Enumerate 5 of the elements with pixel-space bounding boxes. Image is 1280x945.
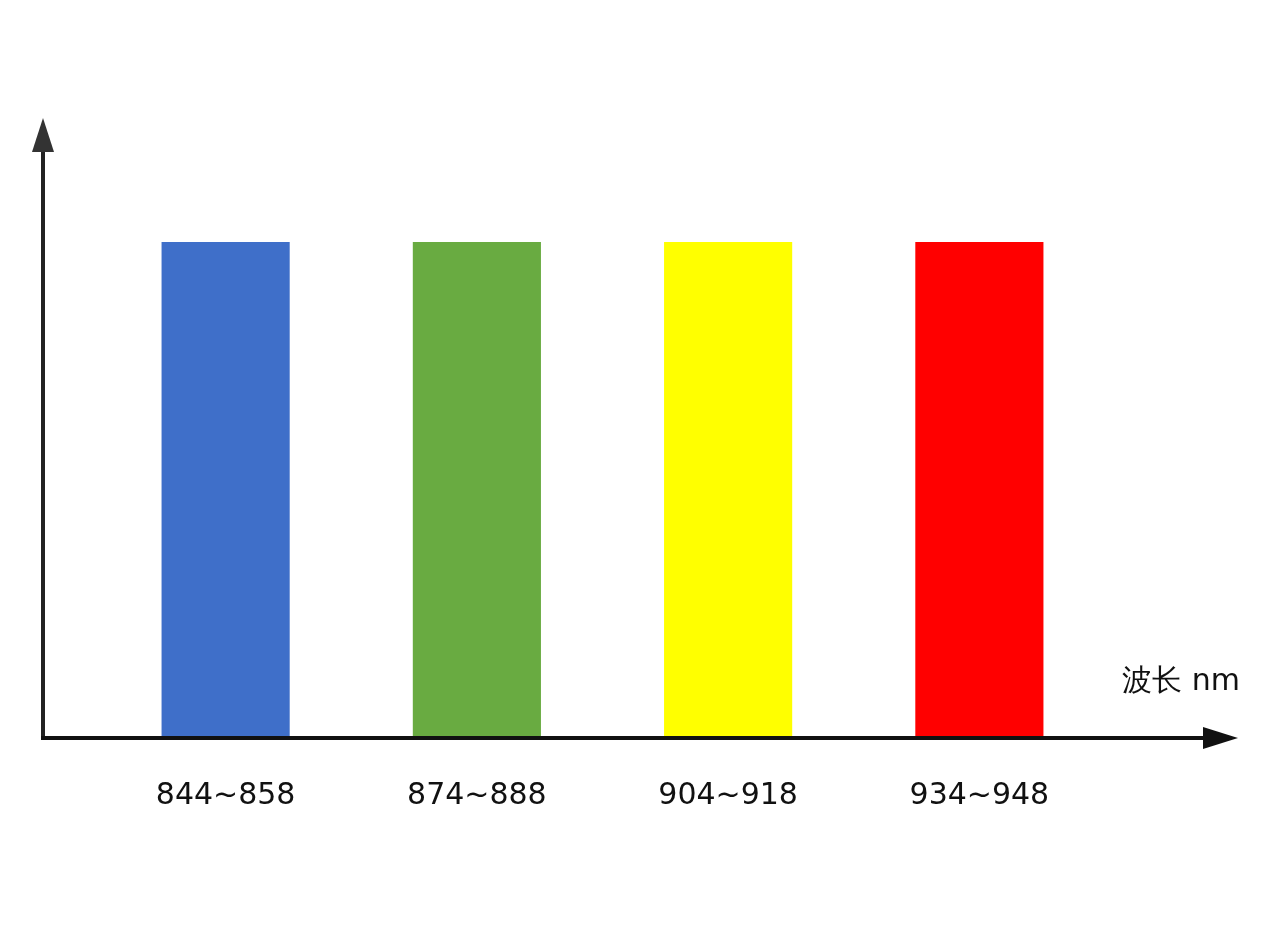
x-tick-label: 844~858 bbox=[155, 776, 296, 812]
x-tick-label: 904~918 bbox=[658, 776, 798, 812]
x-tick-label: 934~948 bbox=[909, 776, 1050, 812]
x-axis-title: 波长 nm bbox=[1122, 662, 1240, 697]
x-tick-label: 874~888 bbox=[407, 776, 547, 812]
